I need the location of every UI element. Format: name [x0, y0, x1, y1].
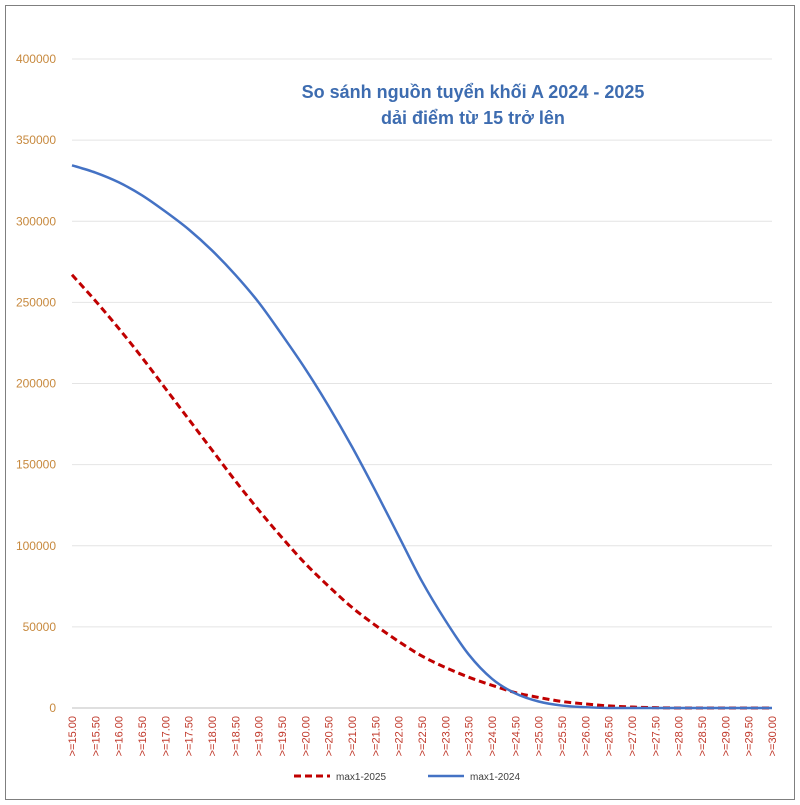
series-lines: [70, 164, 772, 710]
chart-subtitle: dải điểm từ 15 trở lên: [381, 108, 565, 128]
y-tick-label: 350000: [16, 133, 56, 147]
x-tick-label: >=18.00: [207, 716, 219, 756]
y-tick-label: 300000: [16, 214, 56, 228]
x-tick-label: >=26.00: [580, 716, 592, 756]
x-tick-label: >=22.00: [394, 716, 406, 756]
x-tick-label: >=21.50: [370, 716, 382, 756]
x-tick-label: >=20.50: [324, 716, 336, 756]
x-tick-label: >=30.00: [767, 716, 779, 756]
x-tick-label: >=16.00: [114, 716, 126, 756]
y-tick-label: 250000: [16, 295, 56, 309]
x-tick-label: >=27.00: [627, 716, 639, 756]
x-tick-label: >=23.50: [464, 716, 476, 756]
x-tick-label: >=25.00: [534, 716, 546, 756]
y-tick-label: 200000: [16, 377, 56, 391]
y-tick-label: 150000: [16, 458, 56, 472]
x-tick-label: >=25.50: [557, 716, 569, 756]
x-tick-label: >=29.50: [744, 716, 756, 756]
x-tick-label: >=27.50: [650, 716, 662, 756]
series-line-max1-2025: [70, 273, 772, 710]
y-tick-label: 100000: [16, 539, 56, 553]
y-axis: 0 50000 100000 150000 200000 250000 300000 3500…: [16, 52, 56, 715]
x-tick-label: >=22.50: [417, 716, 429, 756]
x-tick-label: >=19.50: [277, 716, 289, 756]
x-tick-label: >=19.00: [254, 716, 266, 756]
x-tick-label: >=24.00: [487, 716, 499, 756]
x-tick-label: >=26.50: [604, 716, 616, 756]
gridlines: [72, 58, 772, 709]
x-tick-label: >=15.00: [67, 716, 79, 756]
legend-label: max1-2024: [470, 772, 520, 783]
x-tick-label: >=17.00: [160, 716, 172, 756]
x-tick-label: >=23.00: [440, 716, 452, 756]
x-tick-label: >=17.50: [184, 716, 196, 756]
x-tick-label: >=24.50: [510, 716, 522, 756]
x-tick-label: >=20.00: [300, 716, 312, 756]
legend: max1-2025 max1-2024: [294, 772, 520, 783]
x-tick-label: >=28.00: [674, 716, 686, 756]
x-tick-label: >=16.50: [137, 716, 149, 756]
x-tick-label: >=21.00: [347, 716, 359, 756]
chart-frame: [5, 5, 795, 800]
x-tick-label: >=18.50: [230, 716, 242, 756]
y-tick-label: 50000: [23, 620, 57, 634]
x-tick-label: >=29.00: [720, 716, 732, 756]
series-line-max1-2024: [71, 164, 772, 710]
y-tick-label: 0: [49, 701, 56, 715]
x-tick-label: >=28.50: [697, 716, 709, 756]
x-tick-label: >=15.50: [90, 716, 102, 756]
legend-label: max1-2025: [336, 772, 386, 783]
y-tick-label: 400000: [16, 52, 56, 66]
x-axis: >=15.00 >=15.50 >=16.00 >=16.50 >=17.00 >=17.…: [67, 716, 779, 756]
chart-title: So sánh nguồn tuyển khối A 2024 - 2025: [302, 82, 645, 102]
